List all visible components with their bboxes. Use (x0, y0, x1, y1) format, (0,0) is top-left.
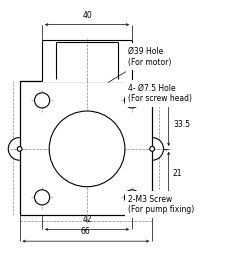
Polygon shape (42, 40, 132, 81)
Text: 66: 66 (81, 227, 91, 236)
Circle shape (141, 138, 164, 160)
Text: 21: 21 (173, 169, 183, 178)
Polygon shape (20, 81, 152, 215)
Text: 40: 40 (82, 11, 92, 19)
Text: 7: 7 (160, 146, 169, 151)
Text: Ø39 Hole
(For motor): Ø39 Hole (For motor) (108, 47, 172, 82)
Text: 42: 42 (82, 215, 92, 224)
Polygon shape (20, 81, 152, 215)
Text: 2-M3 Screw
(For pump fixing): 2-M3 Screw (For pump fixing) (129, 195, 195, 214)
Circle shape (8, 138, 31, 160)
Circle shape (124, 190, 139, 205)
Circle shape (49, 111, 125, 187)
Circle shape (17, 147, 22, 151)
Circle shape (35, 190, 50, 205)
Text: 4- Ø7.5 Hole
(For screw head): 4- Ø7.5 Hole (For screw head) (129, 84, 193, 103)
Text: 33.5: 33.5 (173, 120, 190, 129)
Circle shape (150, 147, 154, 151)
Circle shape (124, 93, 139, 108)
Circle shape (35, 93, 50, 108)
